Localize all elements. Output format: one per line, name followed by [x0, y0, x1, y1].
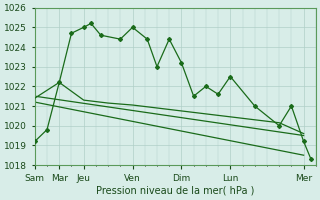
X-axis label: Pression niveau de la mer( hPa ): Pression niveau de la mer( hPa ) [96, 186, 254, 196]
